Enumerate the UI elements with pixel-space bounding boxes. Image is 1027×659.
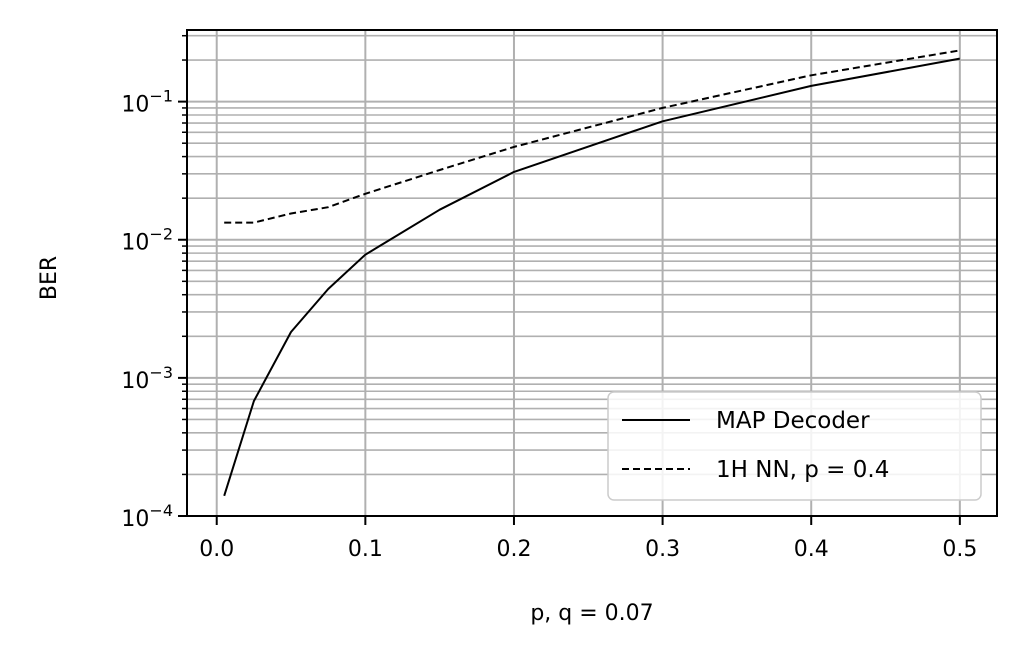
x-tick-label: 0.4 bbox=[794, 537, 829, 562]
y-tick-label: 10−4 bbox=[121, 501, 173, 532]
x-tick-label: 0.5 bbox=[942, 537, 977, 562]
series-line-1h-nn bbox=[224, 49, 960, 224]
series-line-map-decoder bbox=[223, 57, 960, 497]
x-tick-label: 0.0 bbox=[199, 537, 234, 562]
x-tick-label: 0.1 bbox=[348, 537, 383, 562]
ticks: 10−4 10−3 10−2 10−1 0.0 0.1 0.2 0.3 0.4 0.5 bbox=[121, 34, 977, 562]
x-tick-label: 0.3 bbox=[645, 537, 680, 562]
legend-box bbox=[607, 391, 982, 501]
y-axis-label: BER bbox=[37, 256, 62, 300]
series-layer bbox=[223, 49, 960, 497]
legend-label-1h-nn: 1H NN, p = 0.4 bbox=[716, 457, 889, 483]
x-tick-label: 0.2 bbox=[496, 537, 531, 562]
plot-frame bbox=[186, 29, 998, 517]
y-tick-label: 10−3 bbox=[121, 363, 173, 394]
legend-label-map-decoder: MAP Decoder bbox=[716, 408, 870, 434]
x-axis-label: p, q = 0.07 bbox=[530, 601, 653, 626]
y-tick-label: 10−1 bbox=[121, 87, 173, 118]
legend: MAP Decoder 1H NN, p = 0.4 bbox=[607, 391, 982, 501]
y-tick-label: 10−2 bbox=[121, 225, 173, 256]
